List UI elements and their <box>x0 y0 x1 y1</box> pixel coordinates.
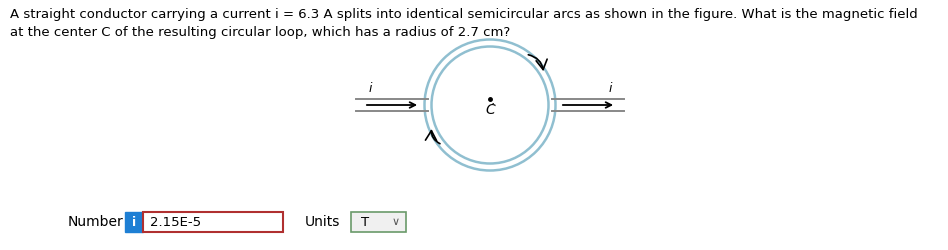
Text: i: i <box>368 82 372 96</box>
FancyBboxPatch shape <box>125 212 143 232</box>
Text: A straight conductor carrying a current i = 6.3 A splits into identical semicirc: A straight conductor carrying a current … <box>10 8 918 21</box>
Text: Ċ: Ċ <box>485 103 495 117</box>
Text: 2.15E-5: 2.15E-5 <box>150 216 201 228</box>
Text: ∨: ∨ <box>392 217 400 227</box>
Text: Units: Units <box>305 215 340 229</box>
FancyBboxPatch shape <box>143 212 283 232</box>
Text: at the center C of the resulting circular loop, which has a radius of 2.7 cm?: at the center C of the resulting circula… <box>10 26 510 39</box>
Text: T: T <box>361 216 369 228</box>
FancyArrowPatch shape <box>528 55 547 70</box>
FancyBboxPatch shape <box>351 212 406 232</box>
Text: Number: Number <box>68 215 124 229</box>
Text: i: i <box>609 82 611 96</box>
Text: i: i <box>132 216 137 228</box>
FancyArrowPatch shape <box>426 131 440 144</box>
